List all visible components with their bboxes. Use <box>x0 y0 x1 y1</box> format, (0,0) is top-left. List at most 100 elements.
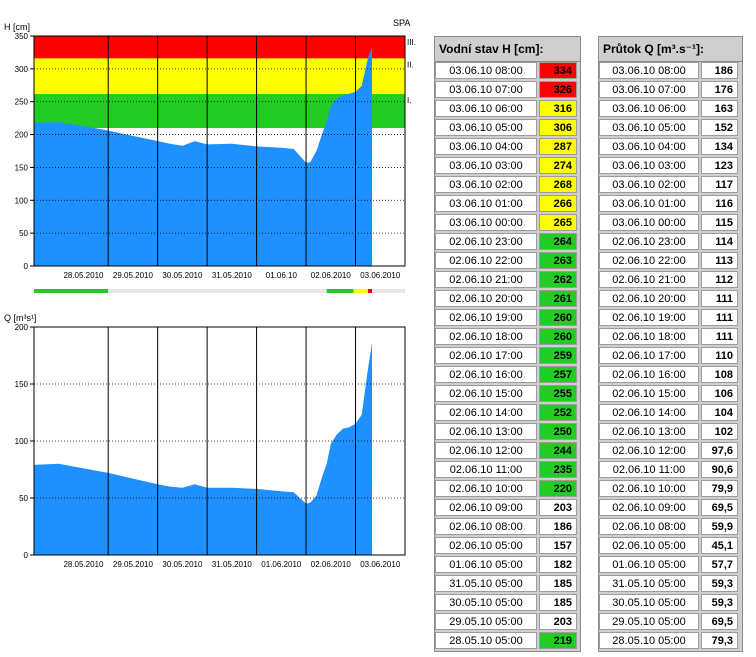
x-tick-label: 03.06.2010 <box>360 560 401 569</box>
status-segment-3 <box>326 289 354 293</box>
row-time: 30.05.10 05:00 <box>599 594 699 611</box>
row-time: 31.05.10 05:00 <box>435 575 537 592</box>
row-time: 03.06.10 04:00 <box>435 138 537 155</box>
series-area <box>34 343 373 555</box>
x-tick-label: 29.05.2010 <box>113 560 154 569</box>
water-level-table: Vodní stav H [cm]: 03.06.10 08:00 334 03.0… <box>434 36 581 652</box>
row-value: 123 <box>701 157 738 174</box>
table-row: 02.06.10 15:00 255 <box>435 385 577 402</box>
row-value: 287 <box>539 138 577 155</box>
row-value: 116 <box>701 195 738 212</box>
row-time: 02.06.10 22:00 <box>435 252 537 269</box>
row-time: 03.06.10 01:00 <box>599 195 699 212</box>
table-row: 02.06.10 15:00 106 <box>599 385 738 402</box>
x-tick-label: 29.05.2010 <box>113 271 154 280</box>
y-tick-label: 100 <box>15 196 29 205</box>
table-row: 03.06.10 02:00 117 <box>599 176 738 193</box>
series-area <box>34 46 373 266</box>
y-tick-label: 200 <box>15 323 29 332</box>
table-row: 02.06.10 11:00 90,6 <box>599 461 738 478</box>
water-level-table-header: Vodní stav H [cm]: <box>435 37 580 62</box>
row-time: 28.05.10 05:00 <box>435 632 537 649</box>
x-tick-label: 01.06.2010 <box>261 560 302 569</box>
row-value: 79,9 <box>701 480 738 497</box>
row-value: 306 <box>539 119 577 136</box>
row-time: 02.06.10 22:00 <box>599 252 699 269</box>
y-tick-label: 50 <box>19 494 28 503</box>
row-time: 02.06.10 15:00 <box>435 385 537 402</box>
table-row: 03.06.10 07:00 176 <box>599 81 738 98</box>
row-value: 157 <box>539 537 577 554</box>
row-value: 260 <box>539 328 577 345</box>
table-row: 30.05.10 05:00 59,3 <box>599 594 738 611</box>
table-row: 02.06.10 19:00 260 <box>435 309 577 326</box>
station-label: SPA <box>393 18 410 28</box>
row-time: 28.05.10 05:00 <box>599 632 699 649</box>
water-level-chart: 0 50 100 150 200 250 300 350 28.05.2010 29.05.201… <box>4 18 416 280</box>
discharge-table-header: Průtok Q [m³.s⁻¹]: <box>599 37 742 62</box>
row-time: 02.06.10 20:00 <box>435 290 537 307</box>
table-row: 03.06.10 06:00 316 <box>435 100 577 117</box>
row-time: 02.06.10 20:00 <box>599 290 699 307</box>
y-tick-label: 300 <box>15 65 29 74</box>
row-value: 59,9 <box>701 518 738 535</box>
row-value: 262 <box>539 271 577 288</box>
y-tick-label: 350 <box>15 32 29 41</box>
y-axis-label: Q [m³s¹] <box>4 313 37 323</box>
row-value: 185 <box>539 575 577 592</box>
row-time: 03.06.10 07:00 <box>435 81 537 98</box>
row-value: 235 <box>539 461 577 478</box>
table-row: 02.06.10 09:00 203 <box>435 499 577 516</box>
row-time: 02.06.10 08:00 <box>435 518 537 535</box>
table-row: 03.06.10 02:00 268 <box>435 176 577 193</box>
row-value: 260 <box>539 309 577 326</box>
row-value: 244 <box>539 442 577 459</box>
table-row: 02.06.10 08:00 59,9 <box>599 518 738 535</box>
row-value: 114 <box>701 233 738 250</box>
x-tick-label: 30.05.2010 <box>162 271 203 280</box>
row-value: 263 <box>539 252 577 269</box>
row-time: 30.05.10 05:00 <box>435 594 537 611</box>
row-value: 97,6 <box>701 442 738 459</box>
row-value: 108 <box>701 366 738 383</box>
table-row: 30.05.10 05:00 185 <box>435 594 577 611</box>
row-value: 112 <box>701 271 738 288</box>
row-time: 03.06.10 06:00 <box>599 100 699 117</box>
row-value: 111 <box>701 290 738 307</box>
row-time: 03.06.10 03:00 <box>599 157 699 174</box>
status-segment-6 <box>372 289 405 293</box>
row-value: 117 <box>701 176 738 193</box>
row-value: 257 <box>539 366 577 383</box>
row-time: 02.06.10 13:00 <box>435 423 537 440</box>
table-row: 02.06.10 13:00 102 <box>599 423 738 440</box>
row-value: 274 <box>539 157 577 174</box>
status-segment-2 <box>108 289 327 293</box>
row-value: 326 <box>539 81 577 98</box>
row-time: 02.06.10 18:00 <box>599 328 699 345</box>
row-value: 102 <box>701 423 738 440</box>
row-value: 252 <box>539 404 577 421</box>
x-tick-label: 31.05.2010 <box>212 271 253 280</box>
x-tick-label: 28.05.2010 <box>63 560 104 569</box>
table-row: 03.06.10 00:00 265 <box>435 214 577 231</box>
row-value: 219 <box>539 632 577 649</box>
x-tick-label: 03.06.2010 <box>360 271 401 280</box>
row-time: 02.06.10 11:00 <box>599 461 699 478</box>
table-row: 02.06.10 16:00 257 <box>435 366 577 383</box>
row-time: 02.06.10 12:00 <box>599 442 699 459</box>
table-row: 03.06.10 03:00 274 <box>435 157 577 174</box>
row-value: 186 <box>701 62 738 79</box>
row-time: 02.06.10 21:00 <box>435 271 537 288</box>
row-time: 02.06.10 16:00 <box>599 366 699 383</box>
table-row: 02.06.10 10:00 220 <box>435 480 577 497</box>
table-row: 29.05.10 05:00 69,5 <box>599 613 738 630</box>
table-row: 28.05.10 05:00 219 <box>435 632 577 649</box>
row-time: 29.05.10 05:00 <box>599 613 699 630</box>
row-time: 03.06.10 01:00 <box>435 195 537 212</box>
row-time: 03.06.10 00:00 <box>435 214 537 231</box>
table-row: 28.05.10 05:00 79,3 <box>599 632 738 649</box>
row-time: 02.06.10 12:00 <box>435 442 537 459</box>
table-row: 02.06.10 10:00 79,9 <box>599 480 738 497</box>
row-value: 185 <box>539 594 577 611</box>
table-row: 31.05.10 05:00 59,3 <box>599 575 738 592</box>
